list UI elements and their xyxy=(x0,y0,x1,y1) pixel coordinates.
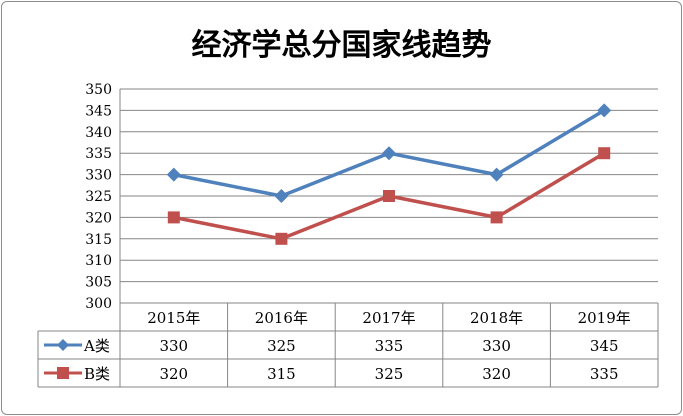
y-tick-label: 330 xyxy=(85,168,112,184)
y-tick-label: 350 xyxy=(85,82,112,98)
x-tick-label: 2017年 xyxy=(362,309,415,327)
data-table-cell: 320 xyxy=(482,365,511,383)
data-point xyxy=(166,167,181,182)
chart-title: 经济学总分国家线趋势 xyxy=(191,28,492,63)
y-tick-label: 300 xyxy=(85,296,112,312)
data-point xyxy=(490,211,503,224)
data-point xyxy=(275,232,288,245)
x-tick-label: 2018年 xyxy=(470,309,523,327)
legend-key-marker xyxy=(57,367,69,379)
data-point xyxy=(382,146,396,161)
legend-key-marker xyxy=(57,339,69,351)
data-point xyxy=(274,189,289,203)
data-table-cell: 335 xyxy=(375,337,404,355)
legend-label: A类 xyxy=(83,337,110,355)
data-point xyxy=(597,103,612,118)
data-table-cell: 325 xyxy=(267,337,296,355)
data-point xyxy=(598,147,611,160)
x-tick-label: 2015年 xyxy=(147,309,200,327)
y-tick-label: 315 xyxy=(85,232,112,248)
data-table-cell: 320 xyxy=(159,365,188,383)
data-point xyxy=(167,211,180,224)
data-table-cell: 325 xyxy=(375,365,404,383)
y-tick-label: 340 xyxy=(85,125,112,141)
y-tick-label: 310 xyxy=(85,253,112,269)
y-tick-label: 325 xyxy=(85,189,112,205)
x-tick-label: 2019年 xyxy=(578,309,631,327)
y-tick-label: 320 xyxy=(85,210,112,226)
x-tick-label: 2016年 xyxy=(255,309,308,327)
y-tick-label: 345 xyxy=(85,103,112,119)
data-table-cell: 315 xyxy=(267,365,296,383)
data-table-cell: 330 xyxy=(159,337,188,355)
data-point xyxy=(489,167,504,182)
data-table-cell: 335 xyxy=(590,365,619,383)
legend-label: B类 xyxy=(84,365,110,383)
data-table-cell: 345 xyxy=(590,337,619,355)
y-tick-label: 335 xyxy=(85,146,112,162)
y-tick-label: 305 xyxy=(85,275,112,291)
data-point xyxy=(383,190,395,202)
data-table-cell: 330 xyxy=(482,337,511,355)
